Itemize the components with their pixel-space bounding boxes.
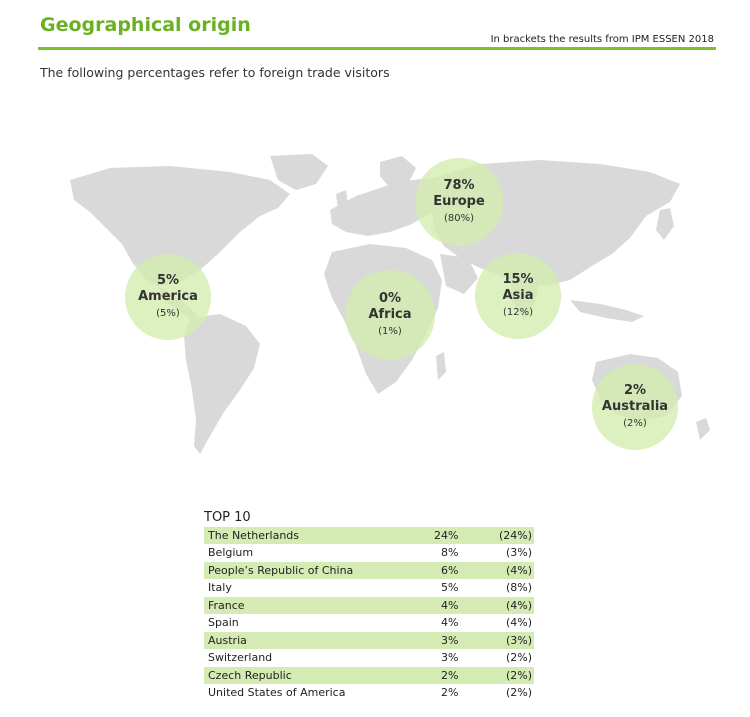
row-country: Czech Republic (208, 668, 292, 682)
region-australia-pct: 2% (623, 383, 647, 398)
north-america-shape (70, 166, 290, 286)
table-row: The Netherlands 24% (24%) (204, 527, 534, 544)
region-europe-name: Europe (433, 194, 485, 209)
region-europe-pct: 78% (443, 178, 475, 193)
madagascar-shape (436, 352, 446, 380)
row-prev: (3%) (505, 546, 532, 560)
se-asia-shape (570, 300, 644, 322)
top10-title: TOP 10 (204, 510, 251, 525)
table-row: Switzerland 3% (2%) (204, 650, 534, 667)
region-asia-pct: 15% (502, 272, 534, 287)
title-divider (38, 47, 716, 50)
top10-table: TOP 10 The Netherlands 24% (24%) Belgium… (204, 510, 534, 702)
row-prev: (4%) (505, 616, 532, 630)
table-row: People’s Republic of China 6% (4%) (204, 562, 534, 579)
region-america-pct: 5% (156, 273, 180, 288)
bracket-note: In brackets the results from IPM ESSEN 2… (490, 34, 714, 45)
page-title: Geographical origin (40, 14, 251, 36)
region-bubble-america: 5% America (5%) (125, 254, 211, 340)
region-asia-name: Asia (502, 288, 534, 303)
row-pct: 3% (441, 633, 459, 647)
region-africa-name: Africa (368, 307, 412, 322)
row-country: The Netherlands (208, 528, 300, 542)
row-prev: (4%) (505, 563, 532, 577)
row-country: Italy (208, 581, 232, 595)
page-subtitle: The following percentages refer to forei… (40, 65, 390, 80)
table-row: Austria 3% (3%) (204, 632, 534, 649)
row-prev: (8%) (505, 581, 532, 595)
row-country: Switzerland (208, 651, 273, 665)
table-row: France 4% (4%) (204, 597, 534, 614)
row-pct: 2% (441, 668, 459, 682)
row-country: Austria (208, 633, 247, 647)
table-row: Italy 5% (8%) (204, 580, 534, 597)
row-pct: 6% (441, 563, 459, 577)
row-prev: (2%) (505, 668, 532, 682)
table-row: United States of America 2% (2%) (204, 685, 534, 702)
region-africa-pct: 0% (378, 291, 402, 306)
region-europe-prev: (80%) (443, 213, 475, 224)
uk-shape (336, 190, 348, 210)
europe-shape (330, 178, 442, 236)
row-prev: (4%) (505, 598, 532, 612)
row-prev: (3%) (505, 633, 532, 647)
row-country: Spain (208, 616, 239, 630)
arabia-shape (440, 254, 478, 294)
new-zealand-shape (696, 418, 710, 440)
row-pct: 2% (441, 686, 459, 700)
row-pct: 5% (441, 581, 459, 595)
row-pct: 3% (441, 651, 459, 665)
region-bubble-africa: 0% Africa (1%) (345, 270, 435, 360)
row-country: People’s Republic of China (208, 563, 354, 577)
japan-shape (656, 208, 674, 240)
region-africa-prev: (1%) (378, 326, 402, 337)
region-america-prev: (5%) (156, 308, 180, 319)
row-pct: 4% (441, 598, 459, 612)
table-row: Belgium 8% (3%) (204, 545, 534, 562)
region-bubble-australia: 2% Australia (2%) (592, 364, 678, 450)
region-bubble-asia: 15% Asia (12%) (475, 253, 561, 339)
south-america-shape (184, 314, 260, 454)
region-bubble-europe: 78% Europe (80%) (415, 158, 503, 246)
table-row: Spain 4% (4%) (204, 615, 534, 632)
greenland-shape (270, 154, 328, 190)
row-prev: (2%) (505, 651, 532, 665)
region-america-name: America (138, 289, 198, 304)
table-row: Czech Republic 2% (2%) (204, 667, 534, 684)
region-asia-prev: (12%) (502, 307, 534, 318)
scandinavia-shape (380, 156, 416, 188)
row-pct: 4% (441, 616, 459, 630)
region-australia-name: Australia (601, 399, 669, 414)
row-prev: (2%) (505, 686, 532, 700)
row-country: United States of America (208, 686, 346, 700)
row-prev: (24%) (498, 528, 532, 542)
row-country: France (208, 598, 245, 612)
region-australia-prev: (2%) (623, 418, 647, 429)
row-pct: 24% (434, 528, 459, 542)
row-pct: 8% (441, 546, 459, 560)
row-country: Belgium (208, 546, 254, 560)
